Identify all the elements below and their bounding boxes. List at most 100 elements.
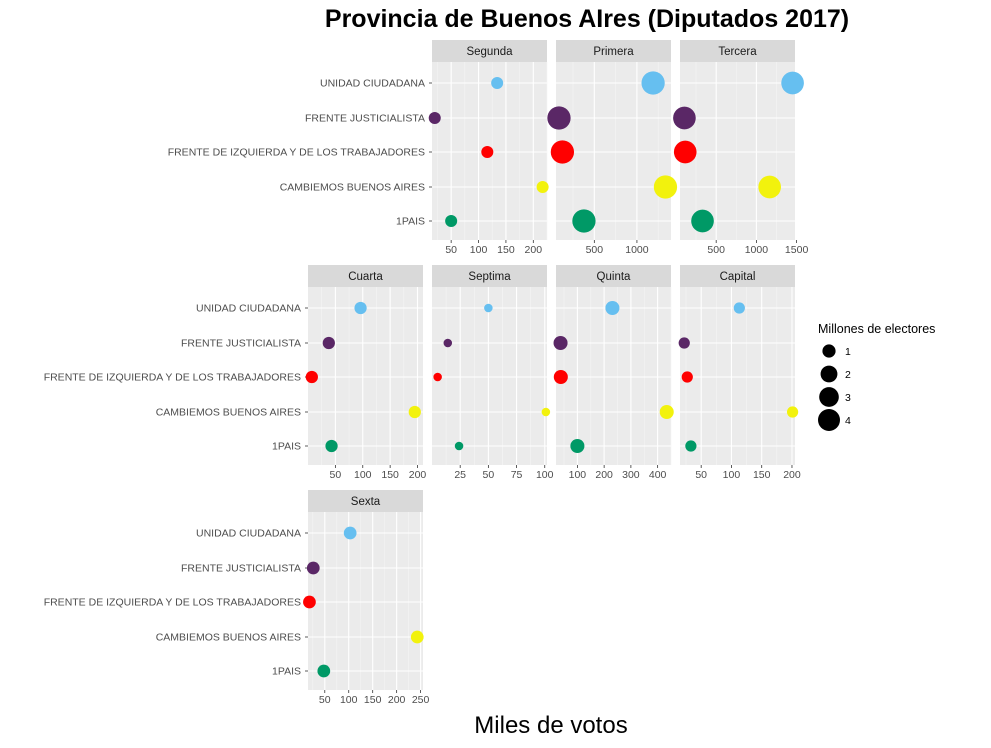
x-tick-label: 300: [622, 469, 640, 481]
x-tick-label: 100: [536, 469, 554, 481]
panel-primera: Primera 500 1000: [547, 40, 678, 256]
x-tick-label: 150: [497, 244, 515, 256]
strip-label: Primera: [593, 46, 634, 58]
x-tick-label: 250: [412, 694, 430, 706]
legend-label: 2: [845, 369, 851, 381]
strip-label: Sexta: [351, 496, 381, 508]
x-tick-label: 400: [649, 469, 667, 481]
point-frente-de-izquierda-y-de-los-trabajadores: [553, 369, 568, 385]
point-frente-justicialista: [322, 336, 335, 350]
legend-key-circle: [820, 365, 838, 383]
legend-key-circle: [818, 409, 840, 431]
x-tick-label: 50: [330, 469, 342, 481]
strip-label: Segunda: [466, 46, 513, 58]
facet-panels: Segunda 50 100 150 200 UNIDAD CIUDADANA FRENTE…: [44, 40, 808, 706]
panel-background: [308, 287, 423, 465]
point-frente-de-izquierda-y-de-los-trabajadores: [673, 140, 697, 164]
panel-sexta: Sexta 50 100 150 200 250 UNIDAD CIUDADANA FRENT…: [44, 490, 430, 706]
panel-segunda: Segunda 50 100 150 200 UNIDAD CIUDADANA FRENTE…: [168, 40, 549, 256]
y-tick-label: 1PAIS: [272, 666, 301, 678]
strip-background: [556, 40, 671, 62]
point-1pais: [317, 664, 331, 678]
point-1pais: [570, 438, 585, 454]
strip-background: [680, 265, 795, 287]
point-unidad-ciudadana: [484, 303, 493, 313]
point-unidad-ciudadana: [781, 71, 804, 95]
strip-label: Quinta: [597, 271, 631, 283]
point-1pais: [325, 439, 338, 453]
strip-background: [432, 40, 547, 62]
panel-cuarta: Cuarta 50 100 150 200 UNIDAD CIUDADANA FRENTE …: [44, 265, 427, 481]
strip-background: [308, 490, 423, 512]
strip-background: [308, 265, 423, 287]
panel-quinta: Quinta 100 200 300 400: [553, 265, 674, 481]
x-tick-label: 100: [723, 469, 741, 481]
x-tick-label: 200: [595, 469, 613, 481]
y-tick-label: CAMBIEMOS BUENOS AIRES: [156, 407, 301, 419]
x-tick-label: 1500: [785, 244, 809, 256]
point-1pais: [691, 209, 714, 233]
x-tick-label: 1000: [745, 244, 769, 256]
y-tick-label: UNIDAD CIUDADANA: [196, 303, 301, 315]
chart-title: Provincia de Buenos AIres (Diputados 201…: [325, 5, 849, 33]
point-1pais: [572, 209, 596, 233]
x-tick-label: 500: [707, 244, 725, 256]
point-frente-de-izquierda-y-de-los-trabajadores: [550, 140, 575, 164]
strip-label: Cuarta: [348, 271, 383, 283]
strip-background: [432, 265, 547, 287]
y-tick-label: CAMBIEMOS BUENOS AIRES: [280, 182, 425, 194]
y-tick-label: FRENTE DE IZQUIERDA Y DE LOS TRABAJADORE…: [168, 147, 425, 159]
legend-key-circle: [819, 387, 839, 407]
point-cambiemos-buenos-aires: [786, 406, 799, 418]
x-tick-label: 1000: [625, 244, 649, 256]
strip-background: [680, 40, 795, 62]
point-unidad-ciudadana: [343, 526, 357, 540]
point-frente-de-izquierda-y-de-los-trabajadores: [303, 595, 316, 609]
point-frente-justicialista: [306, 561, 320, 575]
size-legend: Millones de electores 1 2 3 4: [818, 322, 935, 431]
point-cambiemos-buenos-aires: [536, 180, 549, 194]
y-tick-label: 1PAIS: [396, 216, 425, 228]
x-tick-label: 25: [454, 469, 466, 481]
legend-label: 3: [845, 392, 851, 404]
legend-key-circle: [822, 344, 836, 358]
point-frente-justicialista: [678, 337, 690, 349]
y-tick-label: 1PAIS: [272, 441, 301, 453]
point-frente-justicialista: [673, 106, 696, 130]
point-unidad-ciudadana: [491, 76, 504, 90]
x-tick-label: 200: [525, 244, 543, 256]
strip-label: Tercera: [718, 46, 757, 58]
y-tick-label: UNIDAD CIUDADANA: [320, 78, 425, 90]
panel-background: [432, 287, 547, 465]
y-tick-label: FRENTE JUSTICIALISTA: [181, 338, 301, 350]
legend-label: 4: [845, 415, 851, 427]
x-tick-label: 75: [511, 469, 523, 481]
point-1pais: [454, 441, 464, 451]
point-frente-de-izquierda-y-de-los-trabajadores: [481, 145, 494, 159]
x-tick-label: 50: [445, 244, 457, 256]
point-frente-justicialista: [428, 111, 441, 125]
x-tick-label: 100: [354, 469, 372, 481]
point-frente-de-izquierda-y-de-los-trabajadores: [433, 372, 442, 382]
point-cambiemos-buenos-aires: [408, 405, 421, 419]
point-cambiemos-buenos-aires: [758, 175, 781, 199]
x-tick-label: 150: [364, 694, 382, 706]
point-unidad-ciudadana: [354, 301, 367, 315]
point-1pais: [685, 440, 697, 452]
point-frente-justicialista: [553, 335, 568, 351]
x-axis-title: Miles de votos: [474, 712, 627, 739]
point-cambiemos-buenos-aires: [653, 175, 678, 199]
strip-label: Septima: [468, 271, 511, 283]
point-cambiemos-buenos-aires: [659, 404, 674, 420]
x-tick-label: 50: [695, 469, 707, 481]
x-tick-label: 200: [409, 469, 427, 481]
point-frente-de-izquierda-y-de-los-trabajadores: [305, 370, 318, 384]
y-tick-label: CAMBIEMOS BUENOS AIRES: [156, 632, 301, 644]
point-cambiemos-buenos-aires: [410, 630, 424, 644]
x-tick-label: 200: [388, 694, 406, 706]
panel-tercera: Tercera 500 1000 1500: [673, 40, 808, 256]
strip-label: Capital: [720, 271, 756, 283]
panel-capital: Capital 50 100 150 200: [678, 265, 801, 481]
panel-background: [308, 512, 423, 690]
